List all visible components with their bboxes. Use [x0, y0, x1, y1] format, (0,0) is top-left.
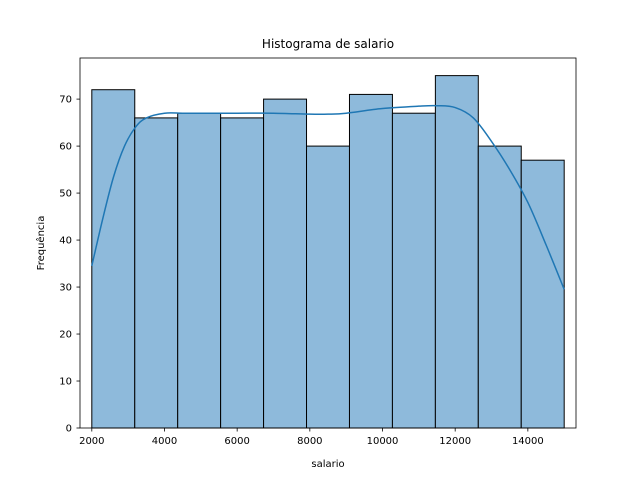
y-tick-label-40: 40	[59, 236, 72, 247]
y-tick-label-70: 70	[59, 95, 72, 106]
y-tick-label-30: 30	[59, 283, 72, 294]
y-tick-label-60: 60	[59, 142, 72, 153]
x-tick-label-12000: 12000	[439, 436, 471, 447]
y-tick-label-50: 50	[59, 189, 72, 200]
histogram-bar-11	[520, 159, 565, 429]
x-tick-label-14000: 14000	[512, 436, 544, 447]
y-tick-label-0: 0	[66, 424, 72, 435]
y-axis-label: Frequência	[35, 216, 47, 271]
histogram-bar-4	[220, 117, 265, 429]
y-axis-ticks: 0 10 20 30 40 50 60 70	[59, 95, 80, 435]
histogram-bar-7	[348, 93, 393, 429]
histogram-bar-9	[434, 75, 479, 429]
y-tick-label-20: 20	[59, 330, 72, 341]
x-tick-label-8000: 8000	[297, 436, 322, 447]
plot-frame	[79, 57, 577, 429]
histogram-bar-5	[263, 98, 308, 429]
x-tick-label-4000: 4000	[152, 436, 177, 447]
x-axis-ticks: 2000 4000 6000 8000 10000 12000 14000	[79, 428, 544, 447]
chart-title: Histograma de salario	[262, 37, 394, 51]
x-axis-label: salario	[311, 459, 344, 470]
x-tick-label-6000: 6000	[224, 436, 249, 447]
histogram-bar-10	[477, 145, 522, 429]
histogram-bar-8	[391, 112, 436, 429]
y-tick-label-10: 10	[59, 377, 72, 388]
histogram-bar-2	[134, 117, 179, 429]
x-tick-label-2000: 2000	[79, 436, 104, 447]
histogram-bars	[91, 75, 565, 429]
histogram-bar-1	[91, 89, 136, 429]
x-tick-label-10000: 10000	[367, 436, 399, 447]
kde-curve	[91, 104, 565, 290]
histogram-bar-6	[306, 145, 350, 429]
histogram-bar-3	[177, 112, 222, 429]
